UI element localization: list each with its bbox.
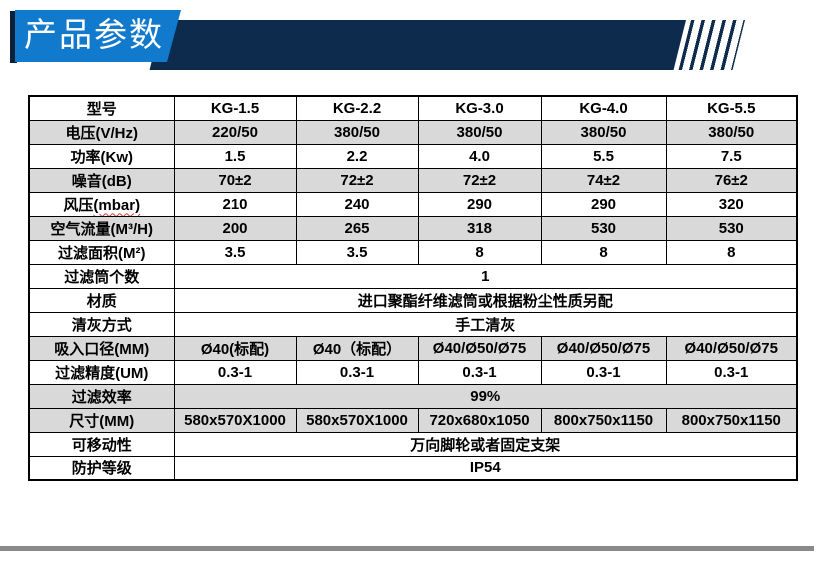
spec-value: 265 [295, 215, 419, 241]
spec-label: 功率(Kw) [28, 143, 175, 169]
spec-value: 72±2 [295, 167, 419, 193]
spec-value: 320 [665, 191, 798, 217]
spec-label: 过滤精度(UM) [28, 359, 175, 385]
footer-divider-bar [0, 546, 814, 551]
spec-value-merged: IP54 [173, 455, 798, 481]
spec-label: 材质 [28, 287, 175, 313]
row-power: 功率(Kw) 1.5 2.2 4.0 5.5 7.5 [28, 143, 798, 169]
spec-value: 0.3-1 [540, 359, 667, 385]
spec-label: 型号 [28, 95, 175, 121]
row-cleaning-method: 清灰方式 手工清灰 [28, 311, 798, 337]
spec-value: 0.3-1 [295, 359, 419, 385]
spec-value: KG-4.0 [540, 95, 667, 121]
spec-value: 3.5 [173, 239, 297, 265]
spec-label: 电压(V/Hz) [28, 119, 175, 145]
spec-value: 290 [417, 191, 542, 217]
spec-value: 580x570X1000 [173, 407, 297, 433]
spec-value: 530 [665, 215, 798, 241]
spec-value: 8 [665, 239, 798, 265]
spec-value: Ø40/Ø50/Ø75 [665, 335, 798, 361]
spec-value: 800x750x1150 [540, 407, 667, 433]
spec-value: 580x570X1000 [295, 407, 419, 433]
spec-value: 318 [417, 215, 542, 241]
row-filter-efficiency: 过滤效率 99% [28, 383, 798, 409]
spec-value: 7.5 [665, 143, 798, 169]
spec-label-spellcheck-text: (mbar) [93, 196, 141, 214]
spec-label: 防护等级 [28, 455, 175, 481]
header-accent-strip [10, 11, 17, 63]
row-material: 材质 进口聚酯纤维滤筒或根据粉尘性质另配 [28, 287, 798, 313]
page-title: 产品参数 [24, 17, 164, 54]
spec-value: Ø40(标配) [173, 335, 297, 361]
row-air-pressure: 风压(mbar) 210 240 290 290 320 [28, 191, 798, 217]
product-spec-table: 型号 KG-1.5 KG-2.2 KG-3.0 KG-4.0 KG-5.5 电压… [28, 95, 798, 481]
spec-value: 530 [540, 215, 667, 241]
spec-value: 720x680x1050 [417, 407, 542, 433]
header-ribbon-stripes-icon [678, 20, 745, 70]
spec-label: 风压(mbar) [28, 191, 175, 217]
spec-value: KG-1.5 [173, 95, 297, 121]
spec-value-merged: 手工清灰 [173, 311, 798, 337]
spec-value-merged: 进口聚酯纤维滤筒或根据粉尘性质另配 [173, 287, 798, 313]
spec-label: 尺寸(MM) [28, 407, 175, 433]
spec-value: 72±2 [417, 167, 542, 193]
spec-value: 380/50 [665, 119, 798, 145]
spec-value: 210 [173, 191, 297, 217]
row-mobility: 可移动性 万向脚轮或者固定支架 [28, 431, 798, 457]
spec-value: 0.3-1 [665, 359, 798, 385]
spec-value-merged: 1 [173, 263, 798, 289]
spec-value: 800x750x1150 [665, 407, 798, 433]
spec-value: 380/50 [417, 119, 542, 145]
spec-value: 220/50 [173, 119, 297, 145]
spec-label: 清灰方式 [28, 311, 175, 337]
spec-value: 8 [417, 239, 542, 265]
spec-label-text: 风压 [63, 196, 94, 214]
spec-value: KG-5.5 [665, 95, 798, 121]
spec-label: 过滤效率 [28, 383, 175, 409]
spec-value: 0.3-1 [417, 359, 542, 385]
row-noise: 噪音(dB) 70±2 72±2 72±2 74±2 76±2 [28, 167, 798, 193]
row-inlet-diameter: 吸入口径(MM) Ø40(标配) Ø40（标配） Ø40/Ø50/Ø75 Ø40… [28, 335, 798, 361]
spec-label: 吸入口径(MM) [28, 335, 175, 361]
spec-value: 3.5 [295, 239, 419, 265]
row-filter-area: 过滤面积(M²) 3.5 3.5 8 8 8 [28, 239, 798, 265]
spec-value: 8 [540, 239, 667, 265]
spec-value: 380/50 [540, 119, 667, 145]
spec-label: 过滤筒个数 [28, 263, 175, 289]
spec-value: 240 [295, 191, 419, 217]
spec-value: KG-2.2 [295, 95, 419, 121]
spec-value-merged: 万向脚轮或者固定支架 [173, 431, 798, 457]
row-protection-rating: 防护等级 IP54 [28, 455, 798, 481]
spec-value: 290 [540, 191, 667, 217]
spec-value: 1.5 [173, 143, 297, 169]
spec-value: 74±2 [540, 167, 667, 193]
row-filter-precision: 过滤精度(UM) 0.3-1 0.3-1 0.3-1 0.3-1 0.3-1 [28, 359, 798, 385]
spec-value: 200 [173, 215, 297, 241]
page-header: 产品参数 [0, 0, 814, 92]
spec-label: 过滤面积(M²) [28, 239, 175, 265]
title-banner: 产品参数 [15, 10, 181, 62]
spec-label: 噪音(dB) [28, 167, 175, 193]
spec-value: KG-3.0 [417, 95, 542, 121]
spec-value: 380/50 [295, 119, 419, 145]
header-ribbon [149, 20, 687, 70]
row-dimensions: 尺寸(MM) 580x570X1000 580x570X1000 720x680… [28, 407, 798, 433]
spec-value: Ø40（标配） [295, 335, 419, 361]
spec-value: Ø40/Ø50/Ø75 [540, 335, 667, 361]
spec-value: 70±2 [173, 167, 297, 193]
row-filter-cartridge-count: 过滤筒个数 1 [28, 263, 798, 289]
spec-value: 76±2 [665, 167, 798, 193]
row-voltage: 电压(V/Hz) 220/50 380/50 380/50 380/50 380… [28, 119, 798, 145]
spec-value: Ø40/Ø50/Ø75 [417, 335, 542, 361]
spec-value: 2.2 [295, 143, 419, 169]
spec-label: 空气流量(M³/H) [28, 215, 175, 241]
spec-value: 0.3-1 [173, 359, 297, 385]
spec-value-merged: 99% [173, 383, 798, 409]
row-air-flow: 空气流量(M³/H) 200 265 318 530 530 [28, 215, 798, 241]
spec-value: 5.5 [540, 143, 667, 169]
spec-label: 可移动性 [28, 431, 175, 457]
spec-value: 4.0 [417, 143, 542, 169]
row-model: 型号 KG-1.5 KG-2.2 KG-3.0 KG-4.0 KG-5.5 [28, 95, 798, 121]
